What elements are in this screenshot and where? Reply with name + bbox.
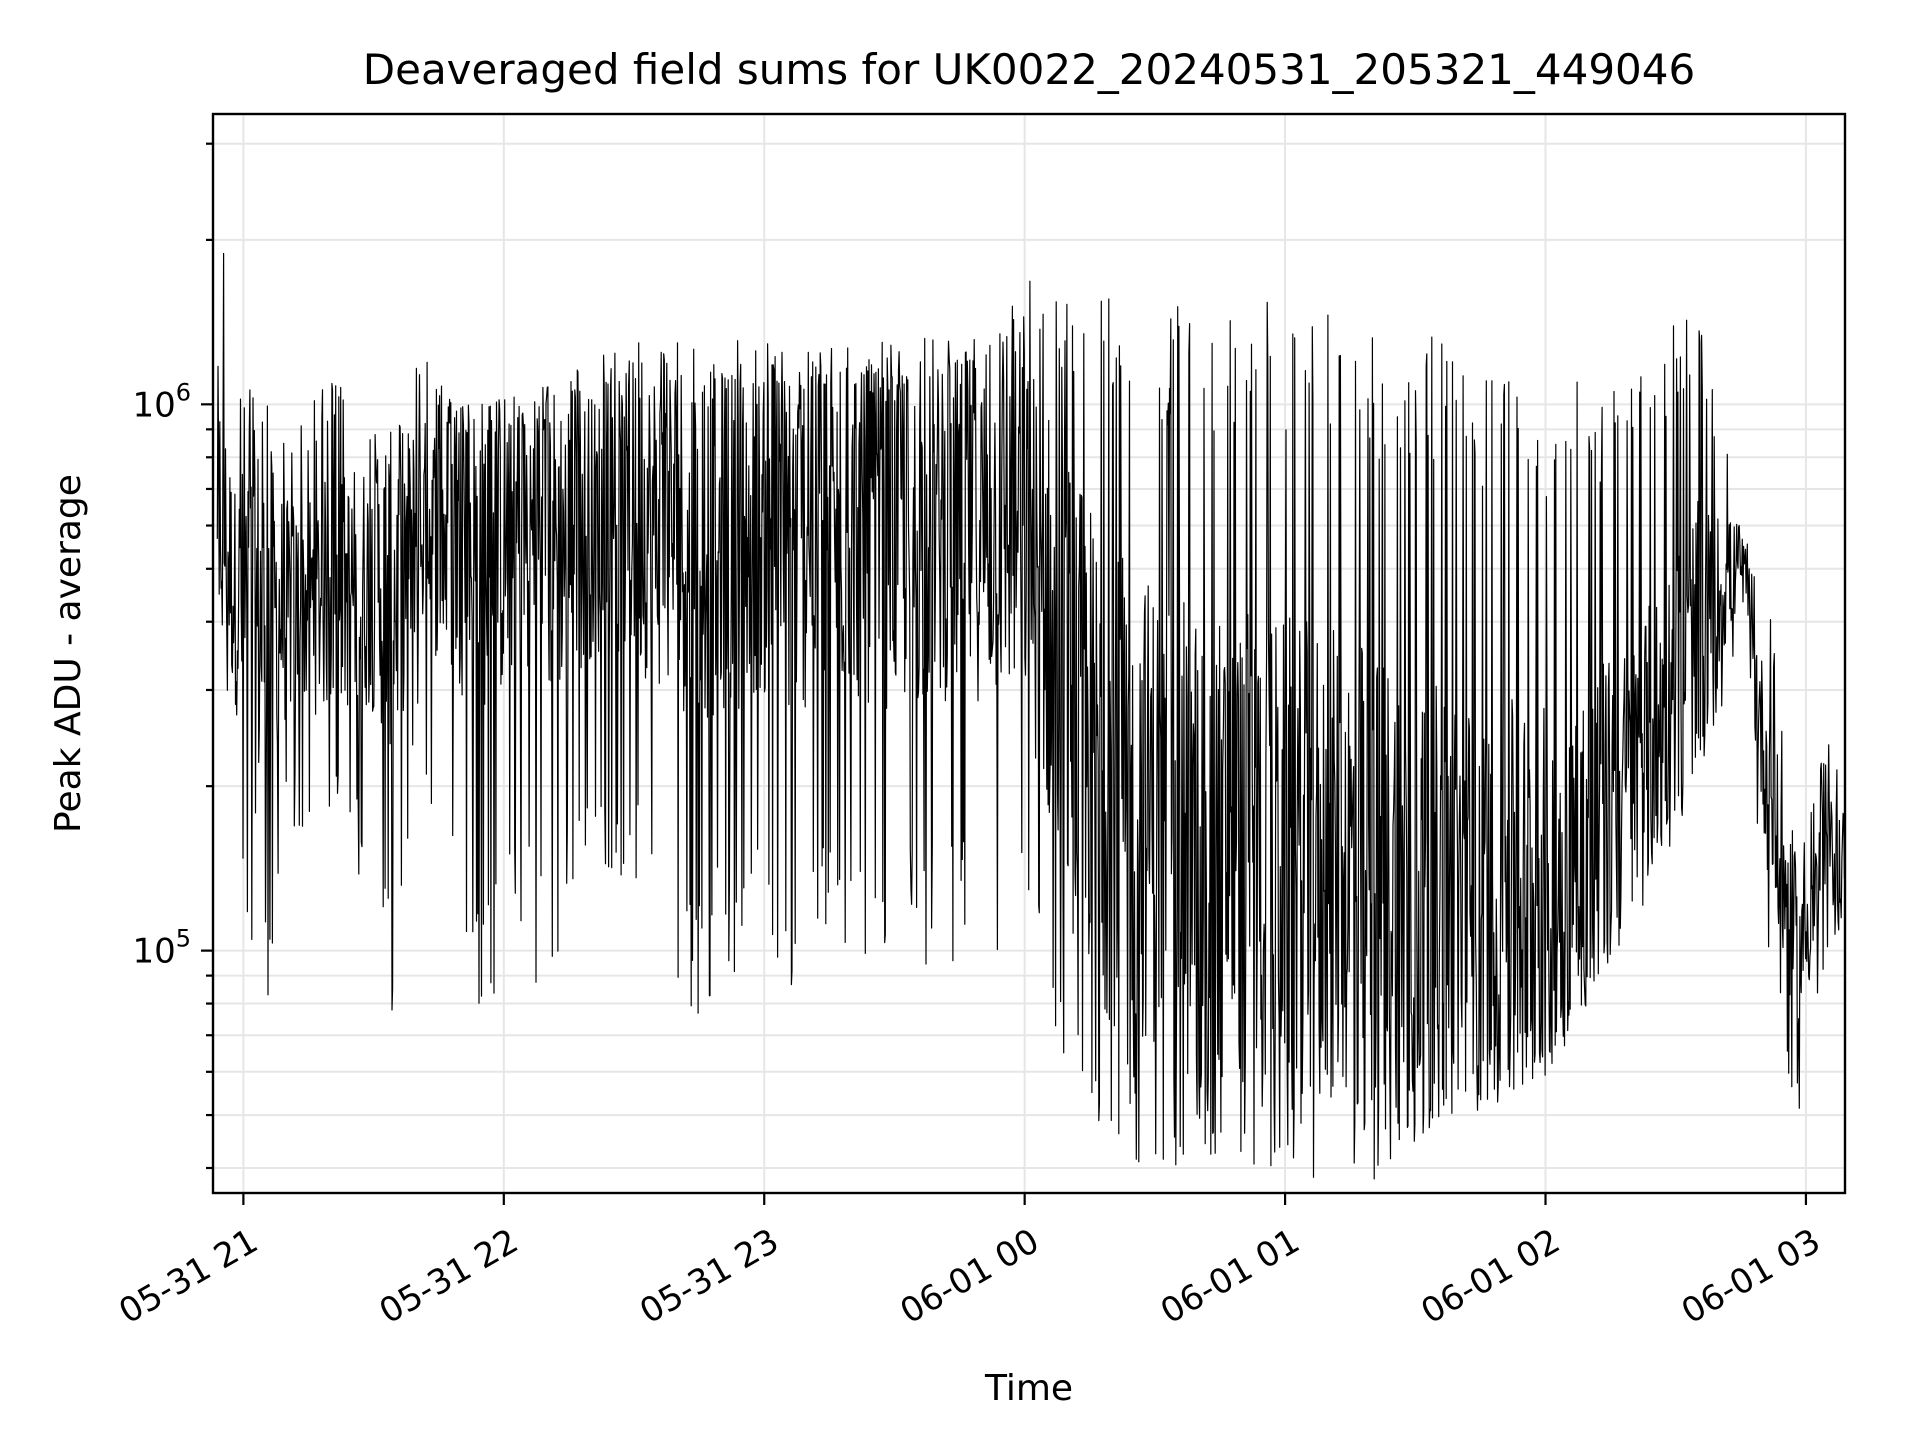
x-tick-label: 06-01 02 xyxy=(1414,1221,1566,1332)
x-tick-label: 06-01 03 xyxy=(1675,1221,1827,1332)
x-tick-label: 06-01 00 xyxy=(894,1221,1046,1332)
y-tick-label: 106 xyxy=(132,378,191,425)
x-axis-ticks: 05-31 21 05-31 22 05-31 23 06-01 00 06-01 01… xyxy=(112,1193,1827,1332)
y-axis-ticks: 105 106 xyxy=(132,142,213,1170)
x-axis-label: Time xyxy=(984,1368,1073,1409)
chart-title: Deaveraged field sums for UK0022_2024053… xyxy=(363,45,1695,94)
y-axis-label: Peak ADU - average xyxy=(48,474,89,833)
x-tick-label: 05-31 21 xyxy=(112,1221,264,1332)
x-tick-label: 05-31 23 xyxy=(633,1221,785,1332)
y-tick-label: 105 xyxy=(132,925,191,972)
plot-area-frame xyxy=(211,112,1847,1195)
series-group xyxy=(216,252,1846,1180)
x-tick-label: 06-01 01 xyxy=(1154,1221,1306,1332)
x-tick-label: 05-31 22 xyxy=(373,1221,525,1332)
series-line xyxy=(216,252,1846,1180)
